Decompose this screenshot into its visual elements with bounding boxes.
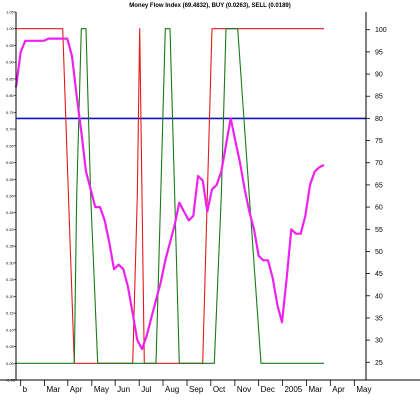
left-tick-label: 0.70 bbox=[6, 127, 15, 132]
left-tick-label: 0.30 bbox=[6, 260, 15, 265]
left-tick-label: 0.55 bbox=[6, 177, 15, 182]
right-tick-label: 25 bbox=[375, 360, 383, 367]
left-tick-label: 0.45 bbox=[6, 210, 15, 215]
right-tick-label: 60 bbox=[375, 205, 383, 212]
left-tick-label: 0.20 bbox=[6, 294, 15, 299]
x-tick-label: Aug bbox=[165, 385, 179, 394]
series-line-2 bbox=[16, 28, 324, 364]
right-axis: 25 30 35 40 45 50 55 60 65 70 75 80 85 90 95 100 bbox=[366, 27, 387, 367]
left-tick-label: 0.85 bbox=[6, 76, 15, 81]
x-tick-label: Nov bbox=[237, 385, 251, 394]
series-layer bbox=[14, 28, 366, 364]
x-tick-label: Jul bbox=[141, 385, 151, 394]
x-tick-label: Dec bbox=[261, 385, 275, 394]
x-tick-label: Mar bbox=[309, 385, 323, 394]
left-tick-label: 0.15 bbox=[6, 311, 15, 316]
right-tick-label: 30 bbox=[375, 338, 383, 345]
left-tick-label: 0.65 bbox=[6, 143, 15, 148]
right-tick-label: 70 bbox=[375, 160, 383, 167]
right-tick-label: 80 bbox=[375, 116, 383, 123]
x-axis: b Mar Apr May Jun Jul Aug Sep Oct Nov Dec 2005 Mar Ap… bbox=[20, 380, 371, 394]
left-tick-label: 0.05 bbox=[6, 344, 15, 349]
left-tick-label: 0.40 bbox=[6, 227, 15, 232]
left-tick-label: 0.60 bbox=[6, 160, 15, 165]
left-tick-label: 1.00 bbox=[6, 26, 15, 31]
left-tick-label: 0.25 bbox=[6, 277, 15, 282]
right-tick-label: 75 bbox=[375, 138, 383, 145]
right-tick-label: 85 bbox=[375, 94, 383, 101]
x-tick-label: May bbox=[356, 385, 371, 394]
x-tick-label: 2005 bbox=[284, 385, 302, 394]
right-tick-label: 95 bbox=[375, 49, 383, 56]
x-tick-label: b bbox=[23, 385, 28, 394]
series-line-0 bbox=[14, 37, 325, 351]
right-tick-label: 55 bbox=[375, 227, 383, 234]
x-tick-label: Sep bbox=[189, 385, 204, 394]
left-tick-label: 0.75 bbox=[6, 110, 15, 115]
right-tick-label: 40 bbox=[375, 293, 383, 300]
left-tick-label: 1.05 bbox=[6, 10, 15, 15]
x-tick-label: Apr bbox=[70, 385, 83, 394]
right-tick-label: 65 bbox=[375, 182, 383, 189]
left-tick-label: 0.80 bbox=[6, 93, 15, 98]
left-tick-label: 0.50 bbox=[6, 194, 15, 199]
left-axis: -0.050.000.050.100.150.200.250.300.350.4… bbox=[6, 10, 16, 383]
x-tick-label: Oct bbox=[213, 385, 226, 394]
right-tick-label: 100 bbox=[375, 27, 387, 34]
x-tick-label: May bbox=[94, 385, 109, 394]
x-tick-label: Mar bbox=[46, 385, 60, 394]
chart-title: Money Flow Index (69.4832), BUY (0.0263)… bbox=[129, 3, 291, 9]
right-tick-label: 90 bbox=[375, 72, 383, 79]
right-tick-label: 50 bbox=[375, 249, 383, 256]
x-tick-label: Apr bbox=[332, 385, 345, 394]
left-tick-label: 0.35 bbox=[6, 244, 15, 249]
left-tick-label: 0.10 bbox=[6, 327, 15, 332]
right-tick-label: 35 bbox=[375, 315, 383, 322]
x-tick-label: Jun bbox=[117, 385, 130, 394]
left-tick-label: 0.95 bbox=[6, 43, 15, 48]
right-tick-label: 45 bbox=[375, 271, 383, 278]
left-tick-label: 0.00 bbox=[6, 361, 15, 366]
left-tick-label: 0.90 bbox=[6, 60, 15, 65]
